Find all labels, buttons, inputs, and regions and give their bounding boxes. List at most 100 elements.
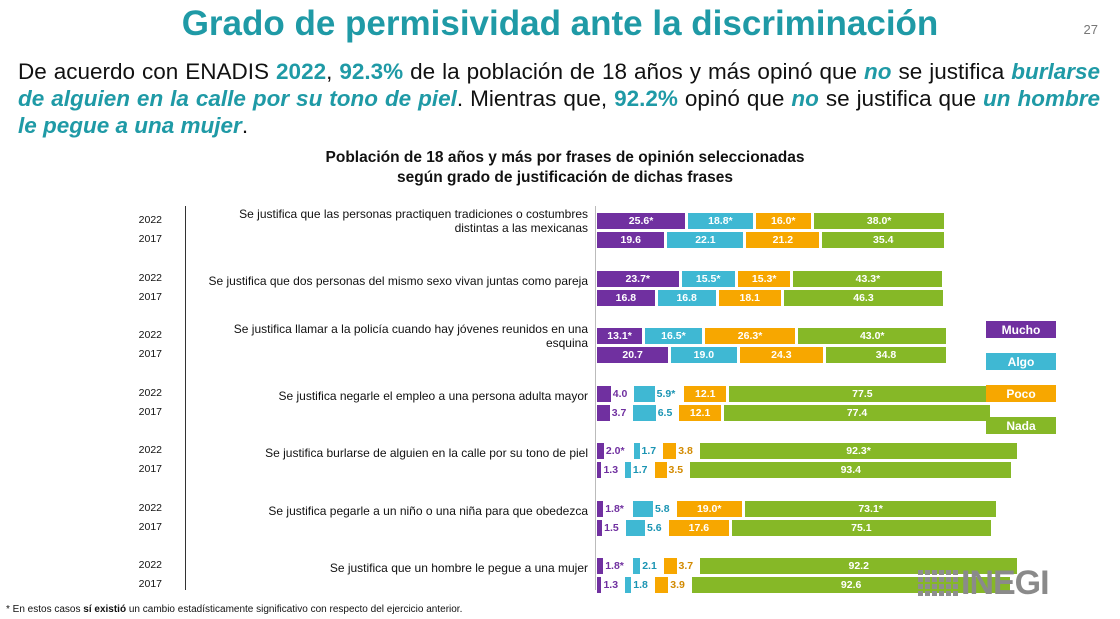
page-number: 27 [1083,22,1098,37]
intro-text: , [326,59,340,84]
chart-title: Población de 18 años y más por frases de… [200,148,930,188]
bar-segment-poco [663,558,677,574]
year-label: 2017 [138,578,162,590]
bar-segment-algo: 16.8 [657,289,716,306]
bar-segment-algo: 19.0 [671,347,737,363]
intro-text: . Mientras que, [456,86,615,111]
intro-paragraph: De acuerdo con ENADIS 2022, 92.3% de la … [18,58,1100,139]
bar-segment-nada: 75.1 [732,519,991,536]
bar-segment-poco: 21.2 [746,232,820,248]
bar-value-label: 2.1 [642,560,657,572]
footnote: * En estos casos sí existió un cambio es… [6,604,462,615]
category-label: Se justifica llamar a la policía cuando … [233,322,588,350]
bar-segment-algo: 18.8* [688,213,753,229]
bar-segment-poco: 12.1 [684,385,727,402]
bar-value-label: 3.5 [668,464,684,476]
intro-text: De acuerdo con ENADIS [18,59,277,84]
logo-text: INEGI [961,563,1050,602]
intro-phrase-1: burlarse de alguien en la calle por su t… [18,59,1101,111]
slide-title: Grado de permisividad ante la discrimina… [181,4,939,43]
intro-year: 2022 [276,59,327,84]
bar-segment-algo: 15.5* [681,270,735,287]
bar-value-label: 5.6 [647,521,662,534]
bar-value-label: 1.8 [633,579,648,591]
bar-segment-poco: 17.6 [668,519,730,536]
year-label: 2022 [138,329,162,341]
bar-segment-nada: 43.0* [798,328,947,344]
bar-segment-mucho [597,500,604,517]
intro-percentage-2: 92.2% [614,86,678,111]
category-label: Se justifica que un hombre le pegue a un… [329,561,588,575]
bar-segment-algo [625,519,645,536]
bar-segment-algo [625,462,631,478]
intro-phrase-2: un hombre le pegue a una mujer [18,86,1100,138]
bar-segment-mucho [597,577,602,593]
bar-value-label: 3.7 [611,406,627,419]
year-label: 2022 [138,214,162,226]
bar-segment-mucho: 23.7* [597,270,679,287]
bar-value-label: 1.8* [605,560,624,572]
logo-mark-icon [918,570,958,596]
chart-separator-line [595,206,596,590]
bar-value-label: 1.3 [603,579,619,591]
bar-segment-mucho [597,404,610,421]
bar-segment-poco: 24.3 [739,347,824,363]
bar-segment-algo: 22.1 [667,232,744,248]
chart-title-line-2: según grado de justificación de dichas f… [397,169,733,186]
bar-value-label: 1.3 [603,464,619,476]
bar-segment-nada: 92.2 [700,558,1018,574]
bar-segment-algo [632,558,641,574]
legend-item-nada: Nada [986,417,1056,434]
year-label: 2022 [138,444,162,456]
intro-text: se justifica que [818,86,984,111]
category-label: Se justifica pegarle a un niño o una niñ… [268,503,588,518]
bar-value-label: 3.7 [678,560,694,572]
bar-segment-nada: 34.8 [826,347,946,363]
category-label: Se justifica negarle el empleo a una per… [278,388,588,403]
bar-segment-poco [654,462,667,478]
bar-segment-mucho: 25.6* [597,213,686,229]
intro-percentage-1: 92.3% [339,59,404,84]
bar-segment-algo [632,500,653,517]
bar-value-label: 3.9 [670,579,685,591]
bar-segment-poco: 19.0* [676,500,742,517]
bar-segment-poco [663,443,677,459]
legend-item-algo: Algo [986,353,1056,370]
year-label: 2017 [138,348,162,360]
intro-text: de la población de 18 años y más opinó q… [403,59,864,84]
bar-value-label: 5.9* [656,387,676,400]
year-label: 2022 [138,559,162,571]
category-label: Se justifica que dos personas del mismo … [208,273,588,288]
year-label: 2017 [138,405,162,418]
intro-text: se justifica [891,59,1012,84]
year-label: 2022 [138,501,162,514]
bar-value-label: 5.8 [654,502,670,515]
bar-segment-algo: 16.5* [645,328,702,344]
inegi-logo: INEGI [918,563,1050,602]
bar-segment-algo [634,385,655,402]
category-label: Se justifica que las personas practiquen… [239,207,588,235]
bar-segment-nada: 77.4 [723,404,991,421]
bar-segment-algo [625,577,632,593]
intro-no-1: no [863,59,892,84]
bar-segment-nada: 93.4 [690,462,1012,478]
bar-segment-nada: 77.5 [729,385,996,402]
bar-value-label: 1.7 [641,445,657,457]
bar-segment-mucho [597,558,604,574]
bar-segment-mucho [597,519,603,536]
year-label: 2017 [138,233,162,245]
bar-value-label: 6.5 [657,406,673,419]
bar-segment-mucho: 20.7 [597,347,669,363]
footnote-prefix: * En estos casos [6,604,84,615]
bar-segment-poco: 15.3* [737,270,791,287]
intro-text: . [241,113,249,138]
bar-segment-algo [633,404,656,421]
chart-title-line-1: Población de 18 años y más por frases de… [325,149,805,166]
year-label: 2022 [138,386,162,399]
bar-segment-mucho: 13.1* [597,328,643,344]
bar-value-label: 1.7 [632,464,648,476]
bar-segment-poco [654,577,669,593]
bar-segment-poco: 12.1 [679,404,721,421]
chart-axis-line [185,206,186,590]
bar-segment-mucho [597,385,611,402]
